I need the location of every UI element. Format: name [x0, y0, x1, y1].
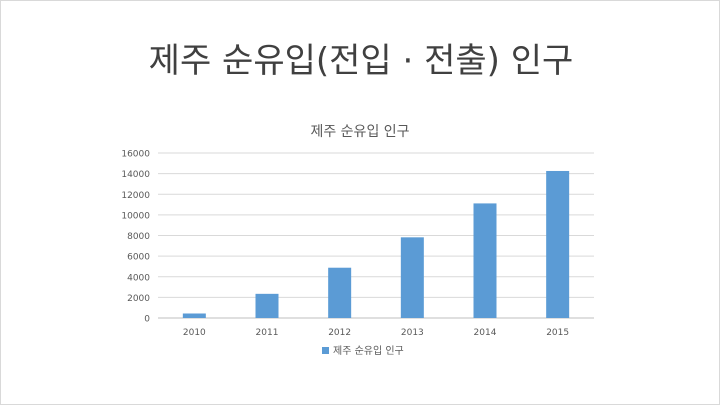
- x-tick-label: 2013: [401, 328, 424, 338]
- x-tick-label: 2010: [183, 328, 206, 338]
- chart-title: 제주 순유입 인구: [310, 124, 409, 140]
- y-tick-label: 2000: [127, 294, 150, 304]
- y-tick-label: 16000: [121, 150, 150, 160]
- bar-2013: [400, 237, 424, 318]
- bar-2011: [255, 293, 279, 318]
- bars: [182, 170, 570, 318]
- legend: 제주 순유입 인구: [322, 344, 404, 357]
- y-tick-label: 6000: [127, 253, 150, 263]
- x-tick-label: 2014: [474, 328, 497, 338]
- y-tick-label: 0: [144, 315, 150, 325]
- bar-2012: [328, 267, 352, 318]
- x-tick-label: 2011: [256, 328, 279, 338]
- bar-2015: [546, 170, 570, 318]
- x-tick-label: 2012: [328, 328, 351, 338]
- y-tick-label: 10000: [121, 211, 150, 221]
- y-axis: 0 2000 4000 6000 8000 10000 12000 14000 16000: [121, 150, 150, 325]
- bar-2014: [473, 203, 497, 318]
- y-tick-label: 12000: [121, 191, 150, 201]
- x-tick-label: 2015: [546, 328, 569, 338]
- slide-title: 제주 순유입(전입 · 전출) 인구: [148, 41, 574, 81]
- y-tick-label: 8000: [127, 232, 150, 242]
- bar-2010: [182, 313, 206, 318]
- x-axis: 2010 2011 2012 2013 2014 2015: [183, 328, 569, 338]
- legend-label: 제주 순유입 인구: [333, 344, 404, 357]
- y-tick-label: 14000: [121, 170, 150, 180]
- gridlines: [158, 152, 594, 319]
- legend-swatch: [322, 347, 329, 354]
- y-tick-label: 4000: [127, 273, 150, 283]
